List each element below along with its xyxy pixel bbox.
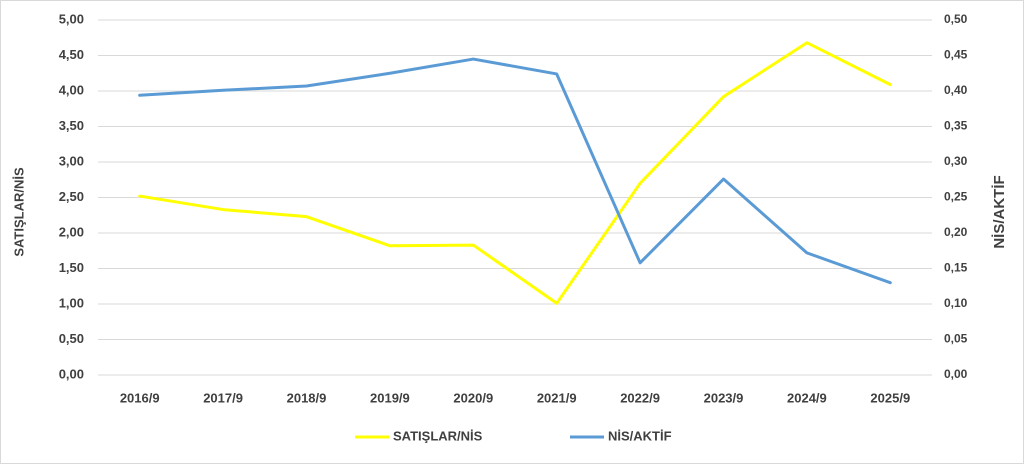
x-tick-label: 2025/9 — [870, 390, 910, 405]
y2-tick-label: 0,20 — [944, 225, 968, 239]
y2-tick-label: 0,45 — [944, 48, 968, 62]
series-line — [138, 41, 892, 305]
y-tick-label: 0,00 — [59, 366, 84, 381]
x-tick-label: 2022/9 — [620, 390, 660, 405]
x-tick-label: 2021/9 — [537, 390, 577, 405]
y-tick-label: 4,50 — [59, 47, 84, 62]
y2-tick-label: 0,35 — [944, 119, 968, 133]
y-axis-label: SATIŞLAR/NİS — [11, 167, 26, 257]
series-line — [138, 57, 892, 285]
y2-tick-label: 0,05 — [944, 332, 968, 346]
x-tick-label: 2020/9 — [453, 390, 493, 405]
y-tick-label: 4,00 — [59, 82, 84, 97]
y-tick-label: 5,00 — [59, 11, 84, 26]
y-tick-label: 1,00 — [59, 295, 84, 310]
x-tick-label: 2023/9 — [704, 390, 744, 405]
x-tick-label: 2024/9 — [787, 390, 827, 405]
y-tick-label: 3,50 — [59, 118, 84, 133]
y2-tick-label: 0,30 — [944, 154, 968, 168]
y-tick-label: 1,50 — [59, 260, 84, 275]
y2-tick-label: 0,40 — [944, 83, 968, 97]
y2-tick-label: 0,00 — [944, 367, 968, 381]
x-tick-label: 2016/9 — [120, 390, 160, 405]
y-tick-label: 2,00 — [59, 224, 84, 239]
y-tick-label: 0,50 — [59, 331, 84, 346]
y2-tick-label: 0,50 — [944, 12, 968, 26]
y-tick-label: 3,00 — [59, 153, 84, 168]
y2-tick-label: 0,10 — [944, 296, 968, 310]
legend-label: SATIŞLAR/NİS — [393, 428, 483, 443]
y-tick-label: 2,50 — [59, 189, 84, 204]
y2-axis-label: NİS/AKTİF — [991, 175, 1008, 248]
x-tick-label: 2018/9 — [287, 390, 327, 405]
x-tick-label: 2017/9 — [203, 390, 243, 405]
x-tick-label: 2019/9 — [370, 390, 410, 405]
y2-tick-label: 0,25 — [944, 190, 968, 204]
y2-tick-label: 0,15 — [944, 261, 968, 275]
legend-label: NİS/AKTİF — [608, 428, 672, 443]
